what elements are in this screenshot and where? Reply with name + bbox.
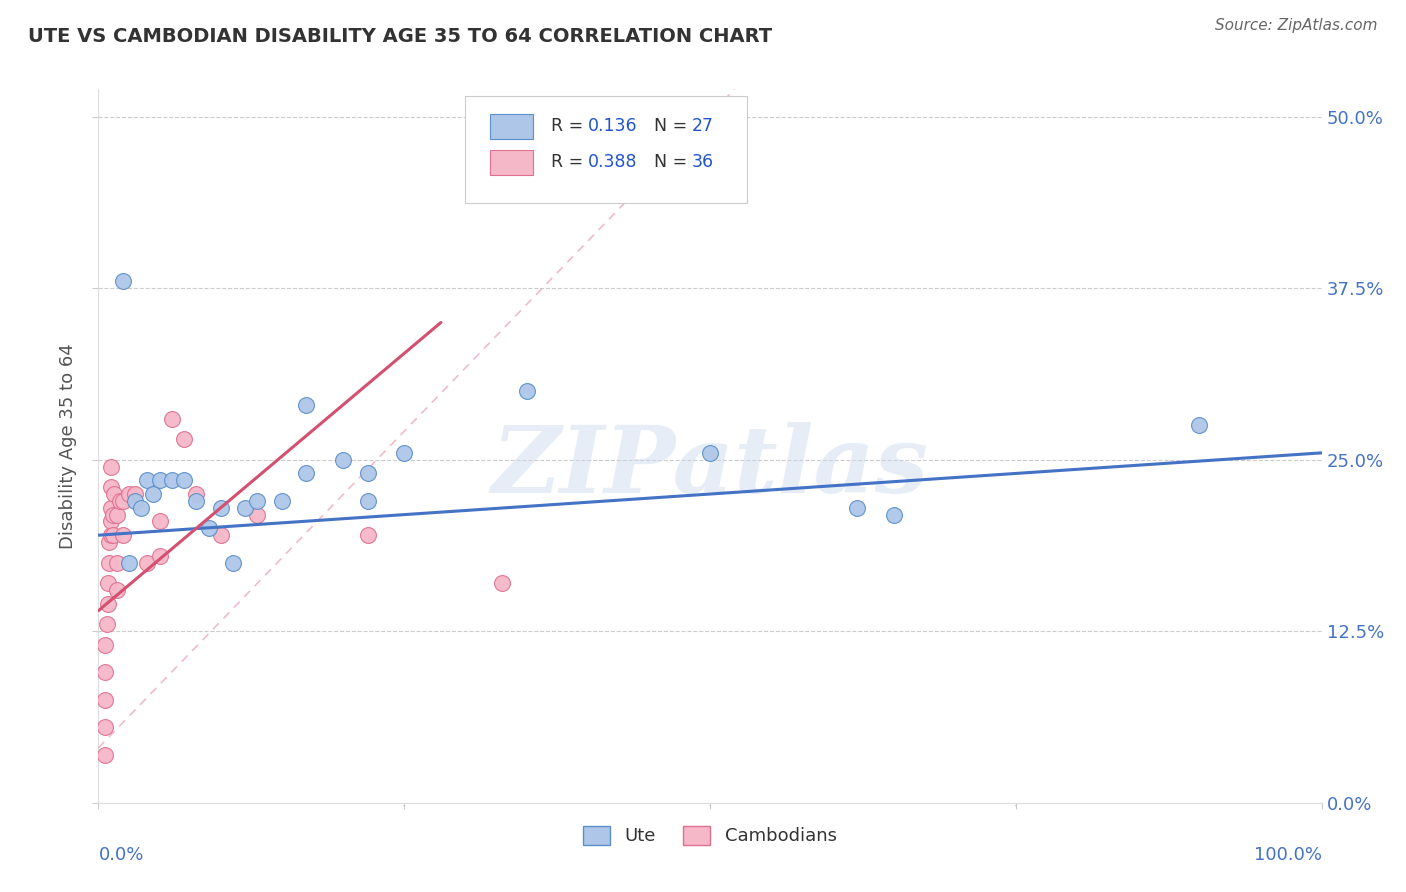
Point <box>118 487 141 501</box>
Point <box>209 500 232 515</box>
Legend: Ute, Cambodians: Ute, Cambodians <box>574 817 846 855</box>
Y-axis label: Disability Age 35 to 64: Disability Age 35 to 64 <box>59 343 77 549</box>
Point <box>222 556 245 570</box>
Point <box>883 508 905 522</box>
Point <box>149 549 172 563</box>
Point <box>173 432 195 446</box>
Point <box>699 446 721 460</box>
Point <box>93 720 115 734</box>
Point <box>105 583 128 598</box>
Point <box>111 274 134 288</box>
Text: R =: R = <box>551 118 589 136</box>
Point <box>105 556 128 570</box>
Point <box>100 500 122 515</box>
Point <box>100 515 122 529</box>
Point <box>98 556 121 570</box>
Point <box>186 487 208 501</box>
Point <box>111 528 134 542</box>
Text: Source: ZipAtlas.com: Source: ZipAtlas.com <box>1215 18 1378 33</box>
Point <box>356 467 378 481</box>
Text: UTE VS CAMBODIAN DISABILITY AGE 35 TO 64 CORRELATION CHART: UTE VS CAMBODIAN DISABILITY AGE 35 TO 64… <box>28 27 772 45</box>
Point <box>101 528 124 542</box>
Point <box>100 459 122 474</box>
Text: 0.0%: 0.0% <box>98 846 143 863</box>
Point <box>93 665 115 680</box>
Point <box>160 473 183 487</box>
Point <box>295 398 318 412</box>
Point <box>93 693 115 707</box>
Point <box>149 515 172 529</box>
Point <box>246 508 269 522</box>
Point <box>136 556 159 570</box>
Point <box>270 494 294 508</box>
Point <box>96 617 118 632</box>
Point <box>100 528 122 542</box>
Point <box>97 576 120 591</box>
Point <box>129 500 152 515</box>
Point <box>491 576 513 591</box>
Text: R =: R = <box>551 153 589 171</box>
Point <box>332 452 354 467</box>
Point <box>111 494 134 508</box>
Point <box>136 473 159 487</box>
Point <box>103 487 125 501</box>
Point <box>124 487 146 501</box>
Text: ZIPatlas: ZIPatlas <box>492 423 928 512</box>
Point <box>97 597 120 611</box>
Point <box>93 638 115 652</box>
Point <box>160 411 183 425</box>
Point <box>209 528 232 542</box>
Point <box>186 494 208 508</box>
Point <box>100 480 122 494</box>
Text: 0.136: 0.136 <box>588 118 637 136</box>
Point <box>98 535 121 549</box>
FancyBboxPatch shape <box>489 114 533 139</box>
FancyBboxPatch shape <box>489 150 533 175</box>
Point <box>233 500 256 515</box>
Point <box>295 467 318 481</box>
Point <box>1188 418 1211 433</box>
Text: 0.388: 0.388 <box>588 153 637 171</box>
Point <box>105 508 128 522</box>
Point <box>392 446 416 460</box>
Text: 36: 36 <box>692 153 714 171</box>
Point <box>197 521 219 535</box>
Point <box>124 494 146 508</box>
Point <box>356 494 378 508</box>
Point <box>93 747 115 762</box>
FancyBboxPatch shape <box>465 96 747 203</box>
Point <box>173 473 195 487</box>
Point <box>246 494 269 508</box>
Point <box>142 487 165 501</box>
Point <box>110 494 132 508</box>
Point <box>101 508 124 522</box>
Point <box>356 528 378 542</box>
Point <box>845 500 868 515</box>
Text: 100.0%: 100.0% <box>1254 846 1322 863</box>
Point <box>515 384 537 398</box>
Text: N =: N = <box>643 118 693 136</box>
Text: N =: N = <box>643 153 693 171</box>
Text: 27: 27 <box>692 118 714 136</box>
Point <box>149 473 172 487</box>
Point <box>118 556 141 570</box>
